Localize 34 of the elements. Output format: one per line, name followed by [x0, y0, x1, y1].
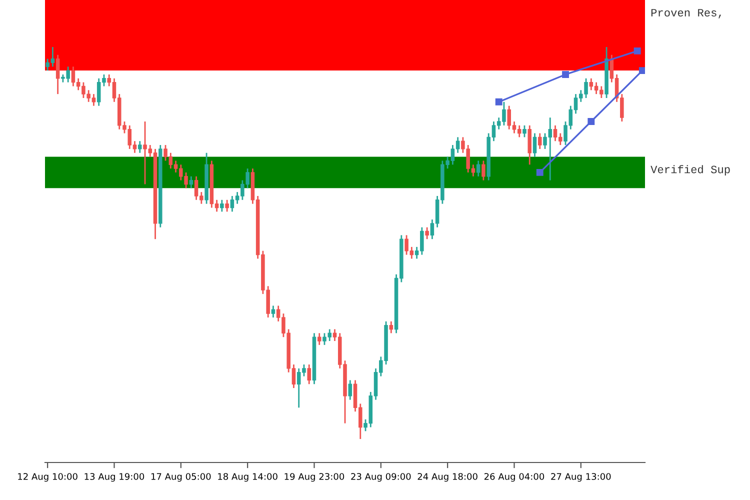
- candlestick: [482, 160, 486, 181]
- x-tick-label: 13 Aug 19:00: [84, 473, 144, 482]
- candlestick: [56, 54, 60, 95]
- x-tick-label: 17 Aug 05:00: [151, 473, 211, 482]
- point: [634, 47, 641, 54]
- candlestick: [522, 124, 526, 138]
- candlestick: [189, 176, 194, 189]
- candlestick: [307, 364, 311, 385]
- band-label: Verified Sup: [650, 165, 730, 176]
- candlestick: [138, 140, 142, 154]
- candlestick: [348, 379, 352, 400]
- point: [638, 67, 645, 74]
- candlestick: [220, 199, 224, 212]
- candlestick: [225, 199, 229, 212]
- x-tick-label: 27 Aug 13:00: [551, 473, 611, 482]
- candlestick: [538, 132, 542, 150]
- x-tick-label: 18 Aug 14:00: [218, 473, 278, 482]
- point: [495, 98, 502, 106]
- candlestick: [389, 320, 394, 334]
- candlestick: [476, 160, 480, 178]
- point: [536, 168, 544, 176]
- candlestick: [317, 332, 322, 346]
- x-tick-label: 23 Aug 09:00: [351, 473, 411, 482]
- band-label: Proven Res,: [651, 9, 721, 18]
- point: [562, 70, 569, 78]
- candlestick: [425, 226, 429, 240]
- x-tick-label: 12 Aug 10:00: [18, 473, 78, 482]
- x-tick-label: 26 Aug 04:00: [484, 473, 544, 482]
- candlestick: [271, 305, 276, 318]
- x-tick-label: 24 Aug 18:00: [418, 473, 478, 482]
- point: [588, 118, 595, 125]
- x-tick-label: 19 Aug 23:00: [284, 473, 344, 482]
- candlestick: [532, 132, 537, 158]
- candlestick: [528, 124, 532, 166]
